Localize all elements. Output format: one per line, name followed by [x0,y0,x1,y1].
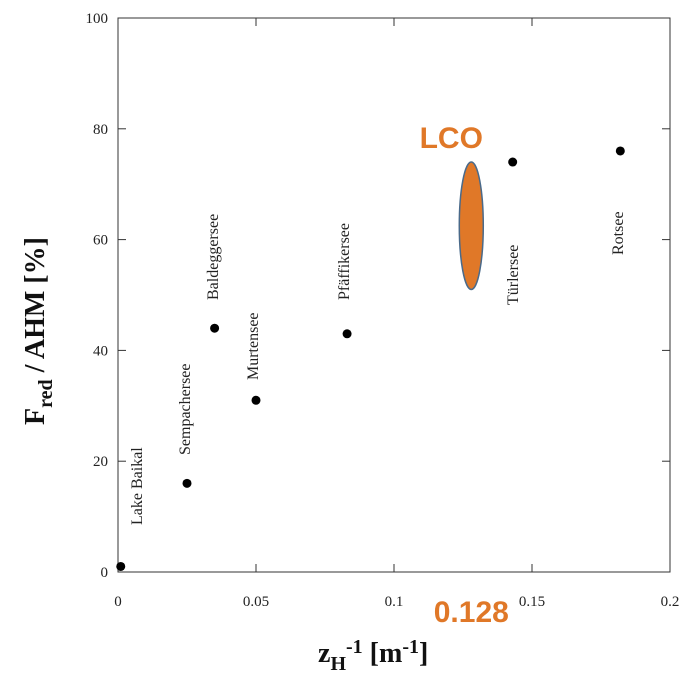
x-axis-label: zH-1 [m-1] [318,636,428,675]
x-axis-label-part: ] [419,638,428,669]
point-label: Pfäffikersee [336,223,353,300]
data-point [116,561,126,571]
x-tick-label: 0 [114,594,122,610]
x-axis-label-part: -1 [402,636,419,658]
point-label: Sempachersee [177,363,194,455]
plot-frame [117,17,671,573]
x-axis-label-part: z [318,638,330,669]
point-label: Murtensee [245,312,262,380]
x-tick-label: 0.1 [385,594,404,610]
data-point [182,478,192,488]
data-point [210,323,220,333]
highlight-ellipse [458,161,485,291]
y-tick-label: 80 [93,122,108,138]
point-label: Rotsee [610,211,627,255]
y-axis-label-part: F [20,408,51,425]
data-point [508,157,518,167]
x-tick-label: 0.2 [661,594,680,610]
x-tick-label: 0.15 [519,594,545,610]
y-tick-label: 0 [101,565,109,581]
x-tick-label: 0.05 [243,594,269,610]
x-axis-label-part: -1 [346,636,363,658]
y-axis-label: Fred / AHM [%] [20,237,57,425]
y-tick-label: 20 [93,454,108,470]
y-axis-label-part: red [35,379,57,408]
y-tick-label: 100 [86,11,109,27]
point-label: Baldeggersee [205,214,222,300]
y-tick-label: 60 [93,233,108,249]
x-axis-label-part: H [330,653,346,675]
data-point [342,329,352,339]
point-label: Türlersee [505,245,522,305]
highlight-label: LCO [420,122,483,155]
y-tick-label: 40 [93,343,108,359]
y-axis-label-part: / AHM [%] [20,237,51,379]
point-label: Lake Baikal [129,447,146,525]
data-point [251,395,261,405]
highlight-x-label: 0.128 [434,596,509,629]
data-point [615,146,625,156]
x-axis-label-part: [m [363,638,403,669]
